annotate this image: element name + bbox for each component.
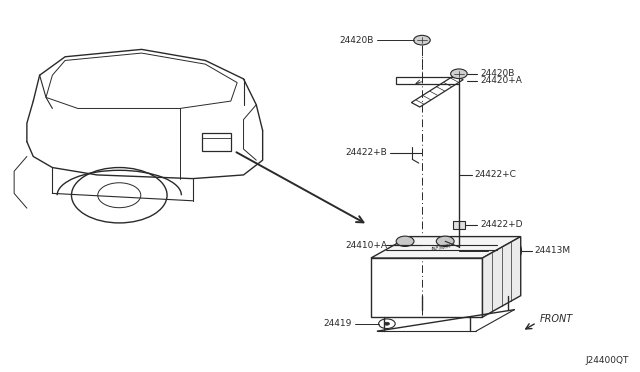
Text: 24420+A: 24420+A xyxy=(480,76,522,85)
Text: 24419: 24419 xyxy=(323,319,352,328)
Text: J24400QT: J24400QT xyxy=(586,356,629,365)
Circle shape xyxy=(436,236,454,247)
Text: 24420B: 24420B xyxy=(480,69,515,78)
Text: 24422+C: 24422+C xyxy=(475,170,516,179)
Polygon shape xyxy=(371,237,521,258)
Text: 24410+A: 24410+A xyxy=(345,241,387,250)
Polygon shape xyxy=(453,221,465,229)
Polygon shape xyxy=(483,237,521,317)
Circle shape xyxy=(413,35,430,45)
Text: 24420B: 24420B xyxy=(340,36,374,45)
Circle shape xyxy=(396,236,414,247)
Text: 24422+B: 24422+B xyxy=(345,148,387,157)
Text: 24422+D: 24422+D xyxy=(480,220,522,229)
Text: FRONT: FRONT xyxy=(540,314,573,324)
Text: INFINITI: INFINITI xyxy=(431,243,452,251)
Circle shape xyxy=(385,322,390,325)
Text: 24413M: 24413M xyxy=(535,246,571,255)
Circle shape xyxy=(451,69,467,78)
